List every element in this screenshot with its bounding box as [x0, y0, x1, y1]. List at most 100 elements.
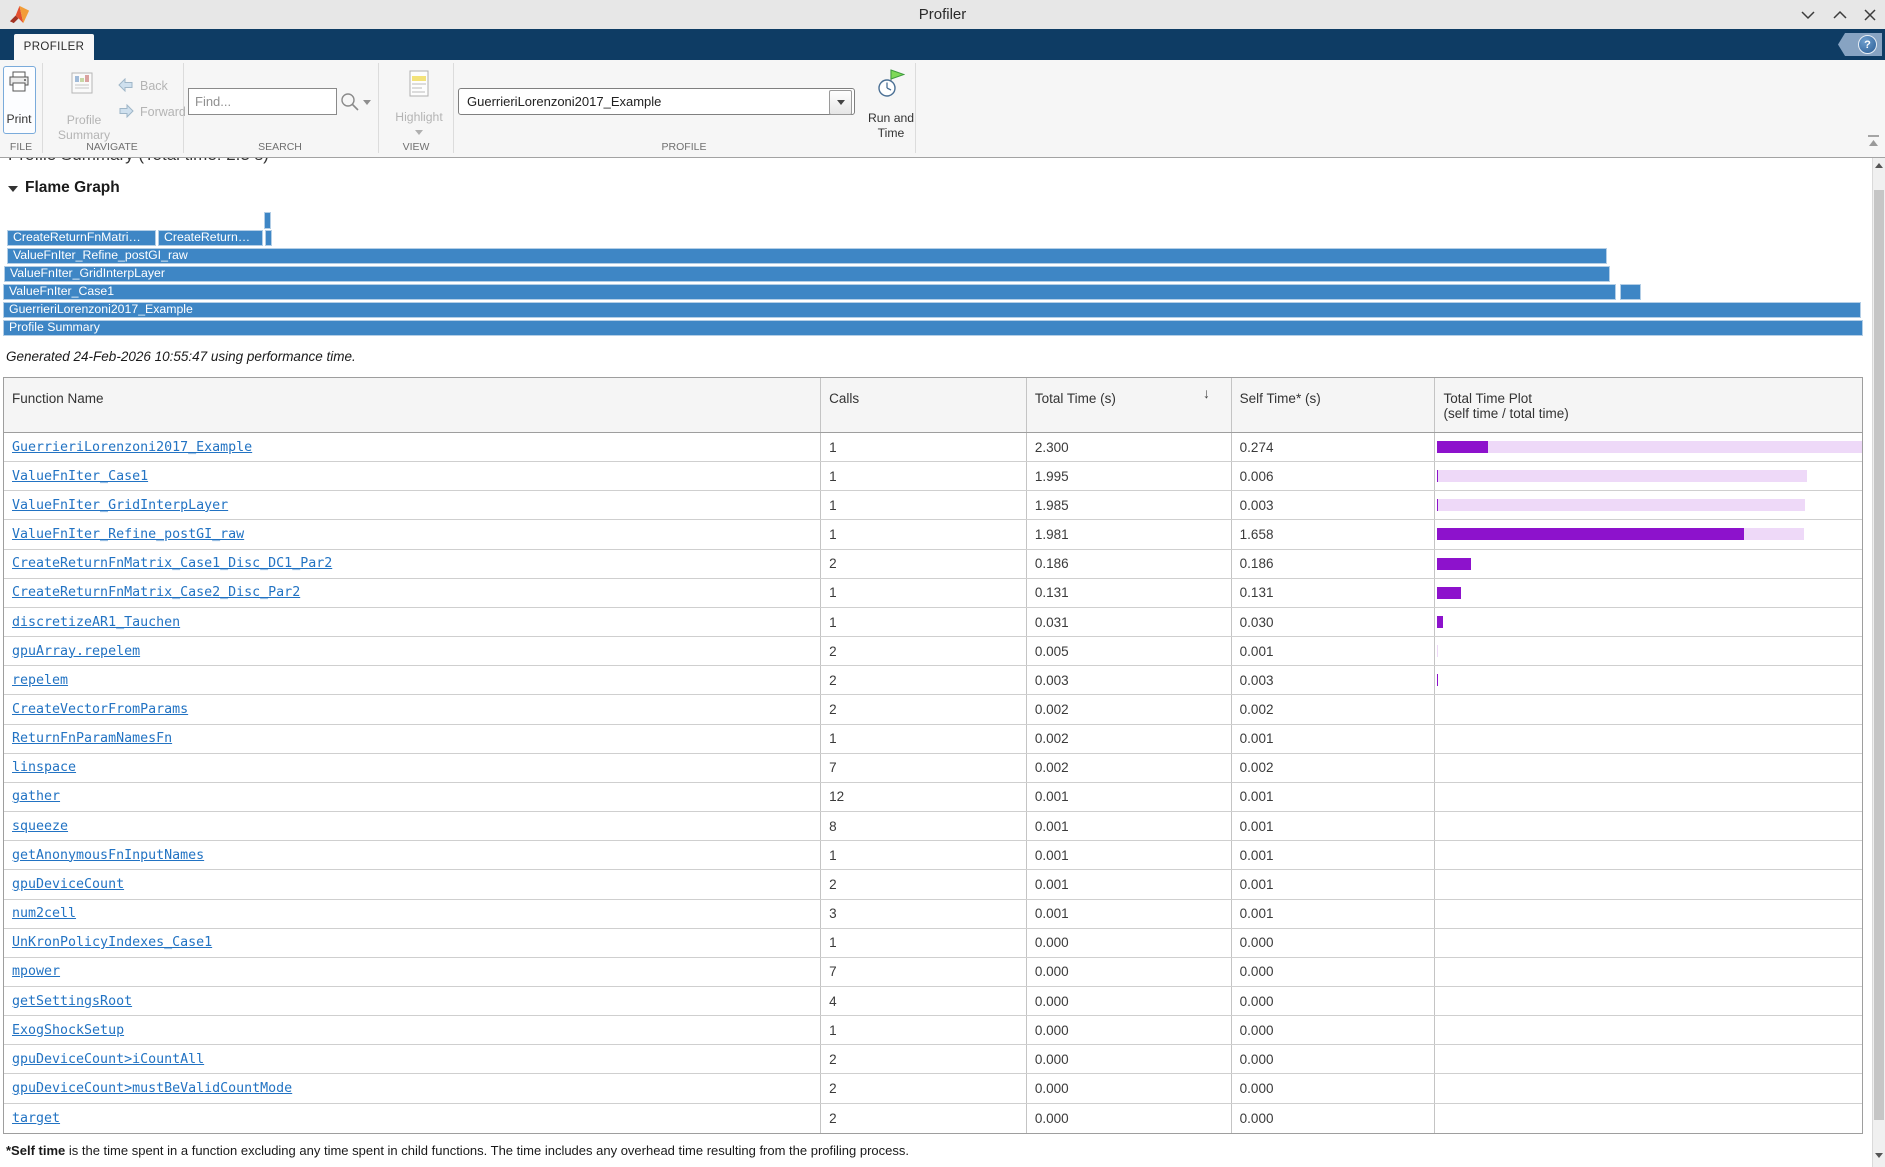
- back-button[interactable]: Back: [118, 77, 180, 96]
- flame-bar[interactable]: [265, 230, 272, 246]
- function-link[interactable]: gpuArray.repelem: [12, 643, 141, 659]
- function-link[interactable]: ReturnFnParamNamesFn: [12, 731, 173, 747]
- highlight-caret-icon: [415, 130, 423, 135]
- function-link[interactable]: gpuDeviceCount>iCountAll: [12, 1051, 205, 1067]
- function-link[interactable]: ValueFnIter_Case1: [12, 468, 149, 484]
- total-time-plot-cell: [1434, 899, 1862, 928]
- table-row: ValueFnIter_GridInterpLayer 1 1.985 0.003: [4, 491, 1862, 521]
- function-name-cell: getAnonymousFnInputNames: [4, 841, 820, 869]
- flame-bar[interactable]: CreateReturn…: [158, 230, 263, 246]
- minimize-chevron-icon[interactable]: [1800, 7, 1816, 23]
- calls-cell: 1: [820, 841, 1026, 870]
- flame-bar[interactable]: GuerrieriLorenzoni2017_Example: [3, 302, 1861, 318]
- function-name-cell: CreateReturnFnMatrix_Case2_Disc_Par2: [4, 579, 820, 607]
- function-link[interactable]: ValueFnIter_GridInterpLayer: [12, 497, 229, 513]
- total-time-cell: 0.002: [1025, 753, 1231, 782]
- function-link[interactable]: repelem: [12, 672, 69, 688]
- tab-profiler[interactable]: PROFILER: [14, 34, 94, 60]
- scrollbar-up-arrow-icon[interactable]: [1875, 163, 1883, 168]
- function-link[interactable]: GuerrieriLorenzoni2017_Example: [12, 439, 253, 455]
- total-time-cell: 0.005: [1025, 637, 1231, 666]
- flame-bar[interactable]: Profile Summary: [3, 320, 1863, 336]
- function-name-cell: discretizeAR1_Tauchen: [4, 608, 820, 636]
- column-header-total-time[interactable]: Total Time (s): [1025, 378, 1231, 432]
- generated-line: Generated 24-Feb-2026 10:55:47 using per…: [6, 349, 356, 364]
- scrollbar-down-arrow-icon[interactable]: [1875, 1153, 1883, 1158]
- table-row: linspace 7 0.002 0.002: [4, 753, 1862, 783]
- section-label-view: VIEW: [402, 141, 430, 153]
- table-row: GuerrieriLorenzoni2017_Example 1 2.300 0.27…: [4, 433, 1862, 463]
- total-time-cell: 1.985: [1025, 491, 1231, 520]
- flame-bar[interactable]: ValueFnIter_Refine_postGI_raw: [7, 248, 1607, 264]
- flame-graph-section-toggle[interactable]: Flame Graph: [8, 178, 120, 198]
- collapse-ribbon-icon[interactable]: [1866, 134, 1881, 148]
- help-button[interactable]: ?: [1838, 33, 1882, 56]
- help-icon: ?: [1858, 35, 1877, 54]
- forward-button[interactable]: Forward: [118, 103, 188, 122]
- function-link[interactable]: gpuDeviceCount>mustBeValidCountMode: [12, 1081, 293, 1097]
- self-time-bar: [1437, 528, 1745, 541]
- flame-bar[interactable]: [264, 212, 271, 229]
- sort-descending-arrow-icon[interactable]: ↓: [1203, 385, 1210, 401]
- profile-summary-label-line1: Profile: [66, 113, 102, 127]
- profile-target-combobox[interactable]: GuerrieriLorenzoni2017_Example: [458, 88, 855, 115]
- flame-bar[interactable]: CreateReturnFnMatri…: [7, 230, 156, 246]
- table-row: ValueFnIter_Refine_postGI_raw 1 1.981 1.658: [4, 520, 1862, 550]
- close-icon[interactable]: [1862, 7, 1878, 23]
- highlight-button[interactable]: Highlight: [395, 68, 443, 140]
- function-link[interactable]: discretizeAR1_Tauchen: [12, 614, 181, 630]
- function-link[interactable]: squeeze: [12, 818, 69, 834]
- maximize-chevron-icon[interactable]: [1832, 7, 1848, 23]
- function-link[interactable]: CreateReturnFnMatrix_Case1_Disc_DC1_Par2: [12, 556, 333, 572]
- profile-table: Function Name Calls Total Time (s) Self …: [3, 377, 1863, 1134]
- function-name-cell: gpuArray.repelem: [4, 637, 820, 665]
- function-link[interactable]: ExogShockSetup: [12, 1022, 125, 1038]
- profile-target-dropdown-button[interactable]: [829, 90, 852, 115]
- function-link[interactable]: gather: [12, 789, 61, 805]
- highlight-icon: [409, 70, 429, 97]
- total-time-plot-cell: [1434, 578, 1862, 607]
- scrollbar-thumb[interactable]: [1874, 190, 1884, 1120]
- function-link[interactable]: getAnonymousFnInputNames: [12, 847, 205, 863]
- table-row: gpuDeviceCount>iCountAll 2 0.000 0.000: [4, 1045, 1862, 1075]
- profile-summary-button[interactable]: Profile Summary: [57, 70, 117, 142]
- column-header-calls[interactable]: Calls: [820, 378, 1026, 432]
- function-link[interactable]: ValueFnIter_Refine_postGI_raw: [12, 527, 245, 543]
- total-time-plot-cell: [1434, 1074, 1862, 1103]
- section-divider: [453, 63, 454, 153]
- function-link[interactable]: target: [12, 1110, 61, 1126]
- column-header-function-name[interactable]: Function Name: [12, 391, 104, 406]
- function-link[interactable]: linspace: [12, 760, 77, 776]
- search-options-caret-icon[interactable]: [363, 100, 371, 105]
- total-time-bar: [1437, 645, 1439, 658]
- column-header-self-time[interactable]: Self Time* (s): [1230, 378, 1435, 432]
- flame-bar[interactable]: [1620, 284, 1641, 300]
- flame-bar[interactable]: ValueFnIter_Case1: [3, 284, 1616, 300]
- column-header-total-time-plot[interactable]: Total Time Plot (self time / total time): [1434, 378, 1862, 432]
- total-time-cell: 1.981: [1025, 520, 1231, 549]
- total-time-plot-cell: [1434, 782, 1862, 812]
- search-icon[interactable]: [340, 92, 360, 112]
- printer-icon: [9, 71, 29, 92]
- function-link[interactable]: mpower: [12, 964, 61, 980]
- flame-bar[interactable]: ValueFnIter_GridInterpLayer: [4, 266, 1610, 282]
- find-input[interactable]: [188, 88, 337, 115]
- function-link[interactable]: CreateReturnFnMatrix_Case2_Disc_Par2: [12, 585, 301, 601]
- print-button[interactable]: Print: [3, 66, 36, 134]
- self-time-cell: 0.003: [1230, 491, 1435, 520]
- function-link[interactable]: CreateVectorFromParams: [12, 701, 189, 717]
- run-and-time-button[interactable]: Run and Time: [868, 68, 914, 140]
- self-time-cell: 0.001: [1230, 899, 1435, 928]
- function-link[interactable]: UnKronPolicyIndexes_Case1: [12, 935, 213, 951]
- function-link[interactable]: gpuDeviceCount: [12, 876, 125, 892]
- section-label-profile: PROFILE: [661, 141, 707, 153]
- calls-cell: 2: [820, 666, 1026, 695]
- title-bar: Profiler: [0, 0, 1885, 29]
- self-time-bar: [1437, 499, 1439, 512]
- self-time-bar: [1437, 586, 1462, 599]
- function-link[interactable]: getSettingsRoot: [12, 993, 133, 1009]
- table-row: ExogShockSetup 1 0.000 0.000: [4, 1016, 1862, 1046]
- function-name-cell: ValueFnIter_GridInterpLayer: [4, 491, 820, 519]
- function-link[interactable]: num2cell: [12, 906, 77, 922]
